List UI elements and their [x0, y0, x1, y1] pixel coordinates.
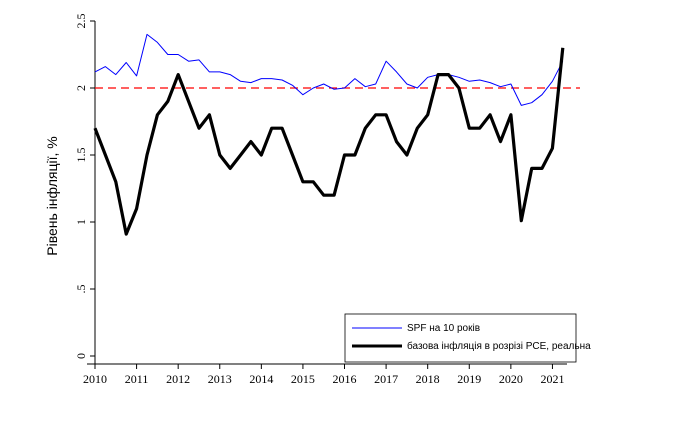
x-tick-label: 2010: [83, 372, 107, 386]
x-tick-label: 2013: [208, 372, 232, 386]
x-tick-label: 2015: [291, 372, 315, 386]
y-tick-label: 0: [74, 353, 88, 359]
legend: SPF на 10 років базова інфляція в розріз…: [344, 313, 591, 363]
y-tick-label: 1: [74, 219, 88, 225]
x-tick-label: 2018: [416, 372, 440, 386]
series-line-spf: [94, 33, 564, 106]
x-tick-label: 2016: [333, 372, 357, 386]
series-line-pce: [93, 47, 565, 236]
x-tick-label: 2017: [374, 372, 398, 386]
y-tick-label: .5: [74, 285, 88, 294]
legend-label-pce: базова інфляція в розрізі PCE, реальна: [407, 340, 591, 352]
y-tick-label: 2: [74, 85, 88, 91]
legend-label-spf: SPF на 10 років: [407, 323, 480, 334]
x-tick-label: 2014: [249, 372, 273, 386]
x-tick-label: 2020: [499, 372, 523, 386]
y-tick-label: 1.5: [74, 148, 88, 163]
x-tick-label: 2011: [125, 372, 149, 386]
y-axis-label: Рівень інфляції, %: [44, 136, 60, 255]
x-tick-label: 2019: [457, 372, 481, 386]
y-tick-label: 2.5: [74, 14, 88, 29]
x-tick-label: 2012: [166, 372, 190, 386]
x-tick-label: 2021: [540, 372, 564, 386]
legend-box: [344, 313, 577, 363]
